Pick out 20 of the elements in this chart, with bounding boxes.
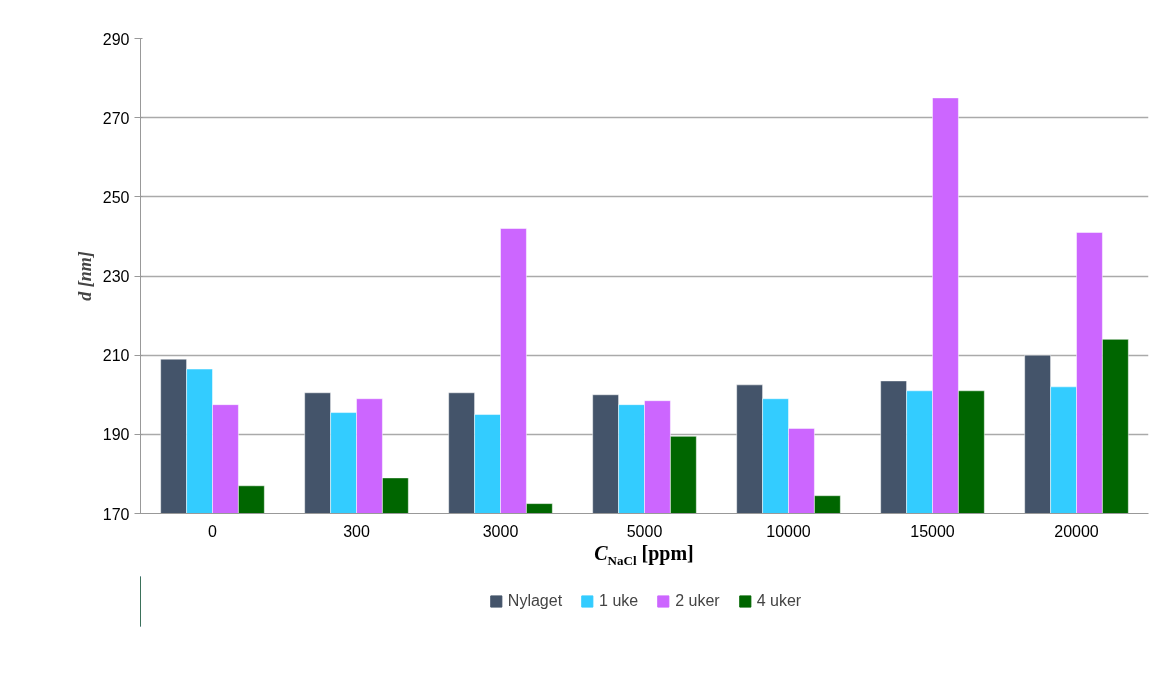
y-tick-label: 230 [102,268,130,285]
legend-label: Nylaget [507,591,563,610]
x-tick-label: 3000 [482,522,519,540]
legend-label: 2 uker [675,591,720,610]
x-tick-label: 10000 [766,522,811,540]
y-tick-label: 250 [102,188,130,206]
x-axis-title: C$_{NaCl}$ [ppm] [594,541,694,570]
y-tick-label: 270 [102,109,130,127]
x-tick-label: 300 [343,522,370,540]
x-tick-label: 15000 [910,522,955,540]
y-tick-label: 210 [102,347,130,365]
x-tick-label: 20000 [1054,522,1099,540]
legend-label: 1 uke [599,591,639,610]
x-tick-label: 5000 [626,522,663,540]
y-tick-label: 170 [102,505,130,523]
y-tick-label: 190 [102,426,130,444]
legend-label: 4 uker [756,591,802,610]
y-axis-title: d [nm] [74,251,95,301]
y-tick-label: 290 [102,30,130,48]
x-tick-label: 0 [208,522,218,540]
